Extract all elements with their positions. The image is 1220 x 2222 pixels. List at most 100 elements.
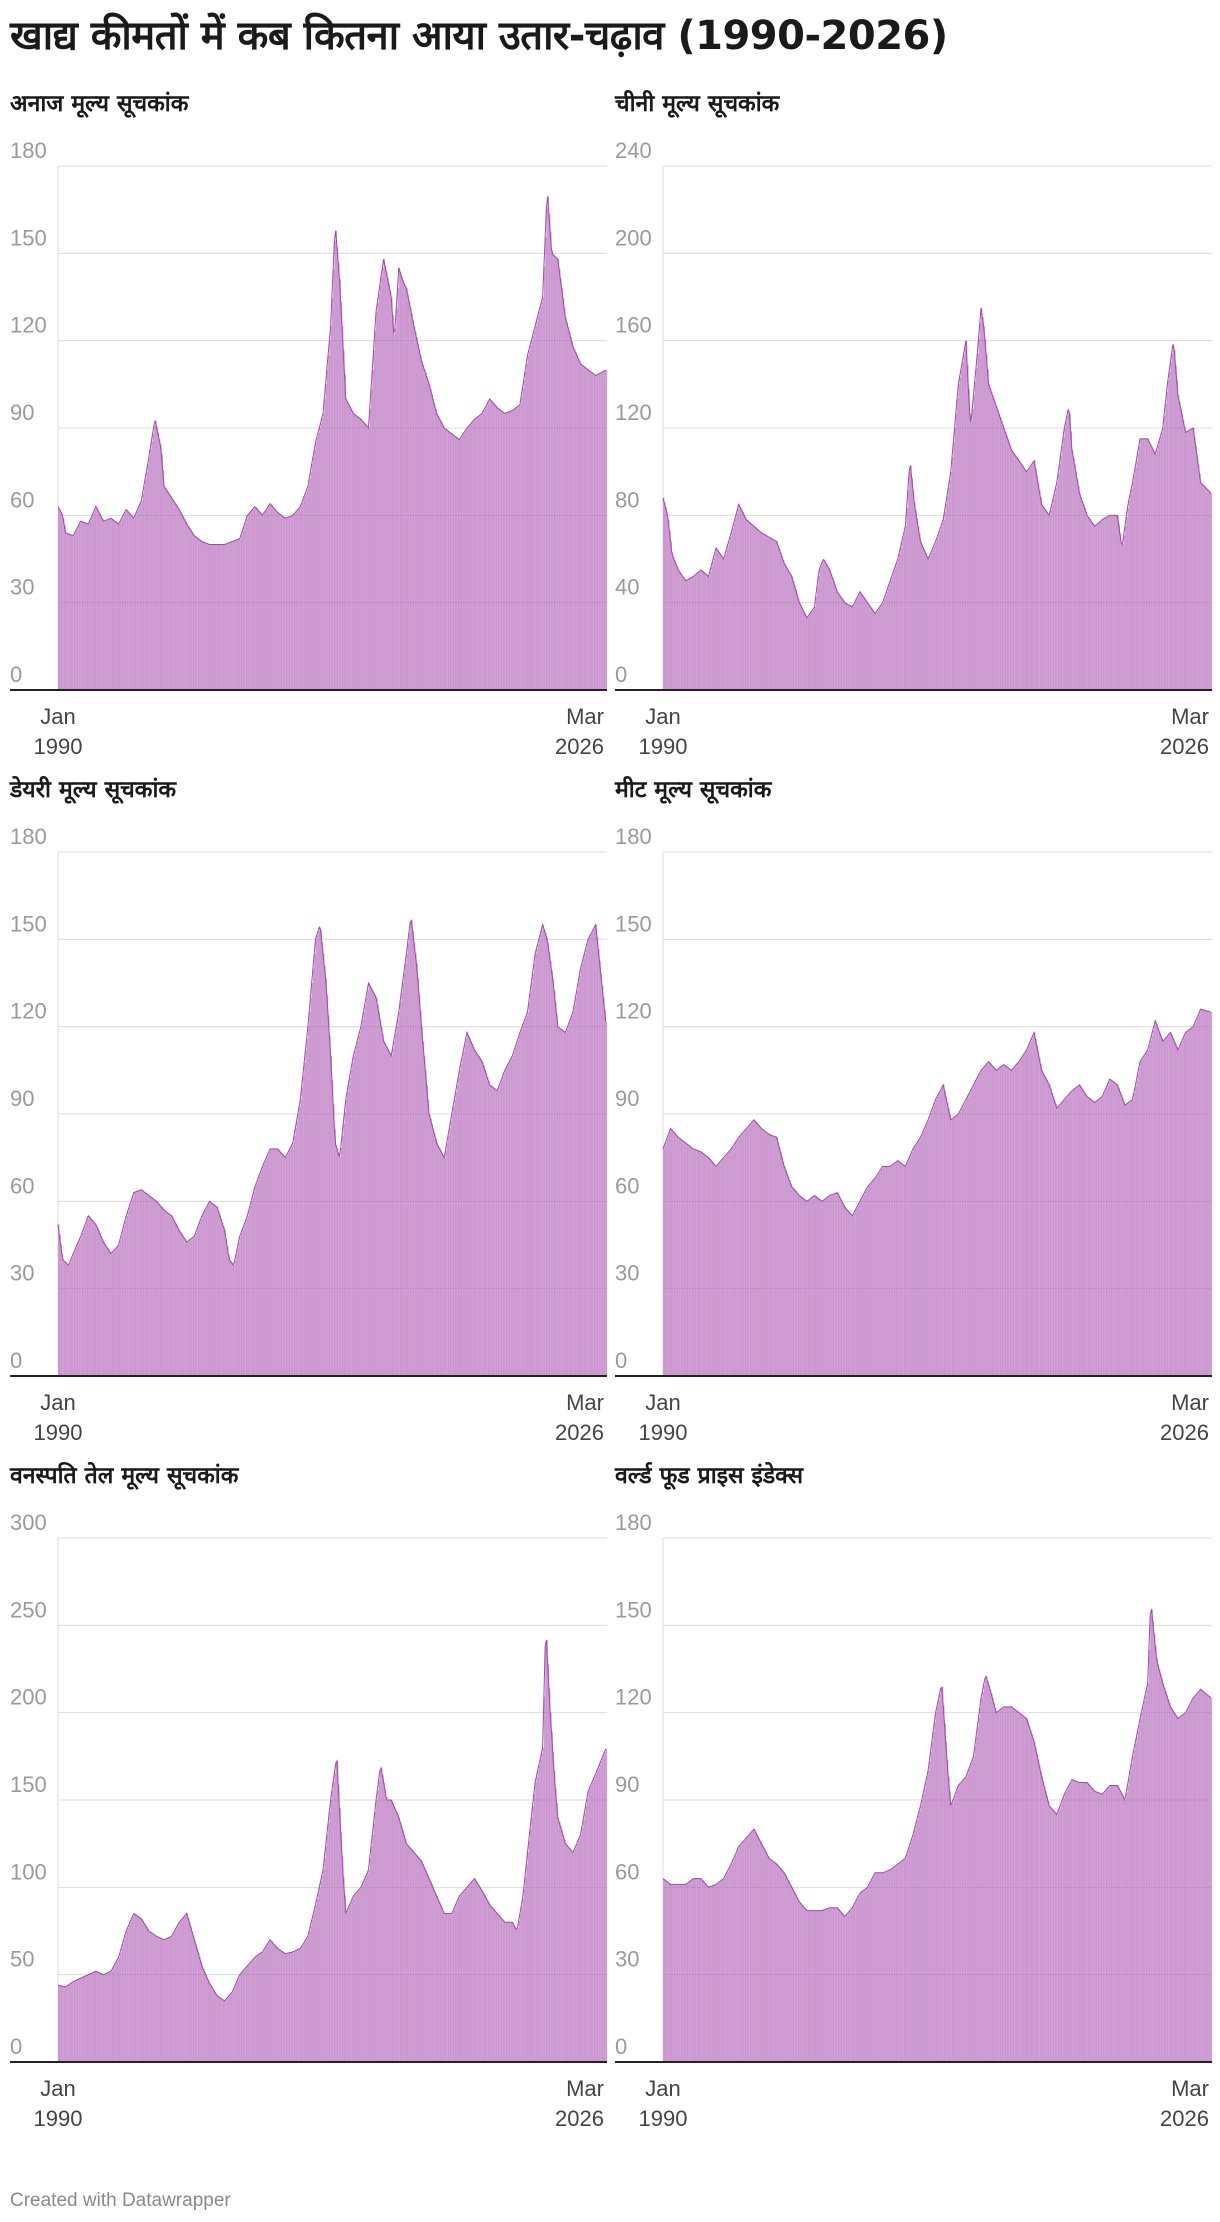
bar xyxy=(678,1137,680,1376)
bar xyxy=(109,518,112,690)
bar xyxy=(453,1910,455,2062)
bar xyxy=(745,1839,747,2062)
bar xyxy=(1190,429,1192,690)
bar xyxy=(580,363,582,690)
bar xyxy=(707,575,709,690)
bar xyxy=(519,404,522,690)
bar xyxy=(253,508,256,690)
bar xyxy=(784,1166,786,1376)
bar xyxy=(959,1111,961,1376)
bar xyxy=(290,516,292,690)
bar xyxy=(199,1222,201,1376)
bar xyxy=(748,521,751,690)
bar xyxy=(585,949,587,1376)
bar xyxy=(663,1148,665,1376)
bar xyxy=(781,1156,784,1376)
bar xyxy=(1065,1097,1068,1376)
bar xyxy=(223,1226,225,1376)
bar xyxy=(288,1150,291,1376)
bar xyxy=(517,406,519,690)
bar xyxy=(498,1087,500,1376)
bar xyxy=(1076,1086,1079,1376)
bar xyxy=(1150,444,1152,690)
bar xyxy=(469,1884,471,2062)
bar xyxy=(786,567,789,690)
bar xyxy=(347,1092,349,1376)
bar xyxy=(71,1982,74,2062)
bar xyxy=(275,1148,277,1376)
bar xyxy=(402,1830,404,2062)
bar xyxy=(1186,1031,1189,1376)
bar xyxy=(1119,533,1122,690)
bar xyxy=(275,509,277,690)
bar xyxy=(164,1210,166,1376)
bar xyxy=(828,567,830,690)
bar xyxy=(899,1863,901,2062)
x-tick-label-start-year: 1990 xyxy=(34,734,83,759)
bar xyxy=(248,1211,250,1376)
bar xyxy=(901,542,903,691)
bar xyxy=(420,355,422,690)
bar xyxy=(66,533,69,690)
bar xyxy=(445,1150,447,1376)
bar xyxy=(1181,413,1184,690)
bar xyxy=(285,1953,287,2062)
bar xyxy=(455,1904,457,2062)
bar xyxy=(902,1164,905,1376)
bar xyxy=(376,311,378,690)
bar xyxy=(1013,1708,1016,2062)
bar xyxy=(1121,542,1123,690)
bar xyxy=(205,542,208,690)
y-tick-label: 90 xyxy=(615,1086,639,1111)
bar xyxy=(830,1907,833,2062)
bar xyxy=(604,370,606,690)
bar xyxy=(556,1802,558,2062)
bar xyxy=(392,1048,394,1376)
bar xyxy=(76,1979,79,2062)
bar xyxy=(820,1910,823,2062)
bar xyxy=(405,285,407,690)
bar xyxy=(678,1884,680,2062)
bar xyxy=(1141,438,1143,690)
bar xyxy=(758,1125,761,1376)
bar xyxy=(1128,500,1131,690)
bar xyxy=(991,391,993,690)
y-tick-label: 0 xyxy=(10,2034,22,2059)
bar xyxy=(924,1788,926,2062)
bar xyxy=(278,1949,281,2062)
bar xyxy=(1069,413,1071,690)
bar xyxy=(251,1961,253,2062)
bar xyxy=(943,519,945,690)
bar xyxy=(1188,1030,1190,1376)
bar xyxy=(560,1028,562,1376)
bar xyxy=(917,1815,920,2062)
bar xyxy=(998,1068,1001,1376)
bar xyxy=(978,1717,980,2062)
bar xyxy=(162,1208,165,1376)
bar xyxy=(968,389,970,690)
x-tick-label-end-year: 2026 xyxy=(555,2106,604,2131)
bar xyxy=(837,1192,839,1376)
bar xyxy=(747,1127,749,1376)
bar xyxy=(581,963,584,1376)
bar xyxy=(827,1197,829,1376)
bar xyxy=(1025,469,1027,690)
bar xyxy=(974,1746,977,2062)
bar xyxy=(343,1123,345,1376)
bar-series xyxy=(58,196,608,691)
bar xyxy=(1093,1789,1095,2062)
bar xyxy=(1143,438,1146,690)
y-tick-label: 120 xyxy=(615,400,652,425)
bar xyxy=(792,1889,795,2062)
bar xyxy=(881,1168,883,1376)
bar xyxy=(494,1910,497,2062)
bar xyxy=(223,1999,225,2062)
bar-top-outline xyxy=(662,1609,1212,1918)
bar xyxy=(1010,446,1012,690)
bar xyxy=(785,565,787,690)
bar xyxy=(506,1922,508,2062)
bar xyxy=(435,408,437,690)
bar xyxy=(184,1916,186,2062)
bar xyxy=(1161,432,1163,690)
bar xyxy=(1001,1708,1003,2062)
